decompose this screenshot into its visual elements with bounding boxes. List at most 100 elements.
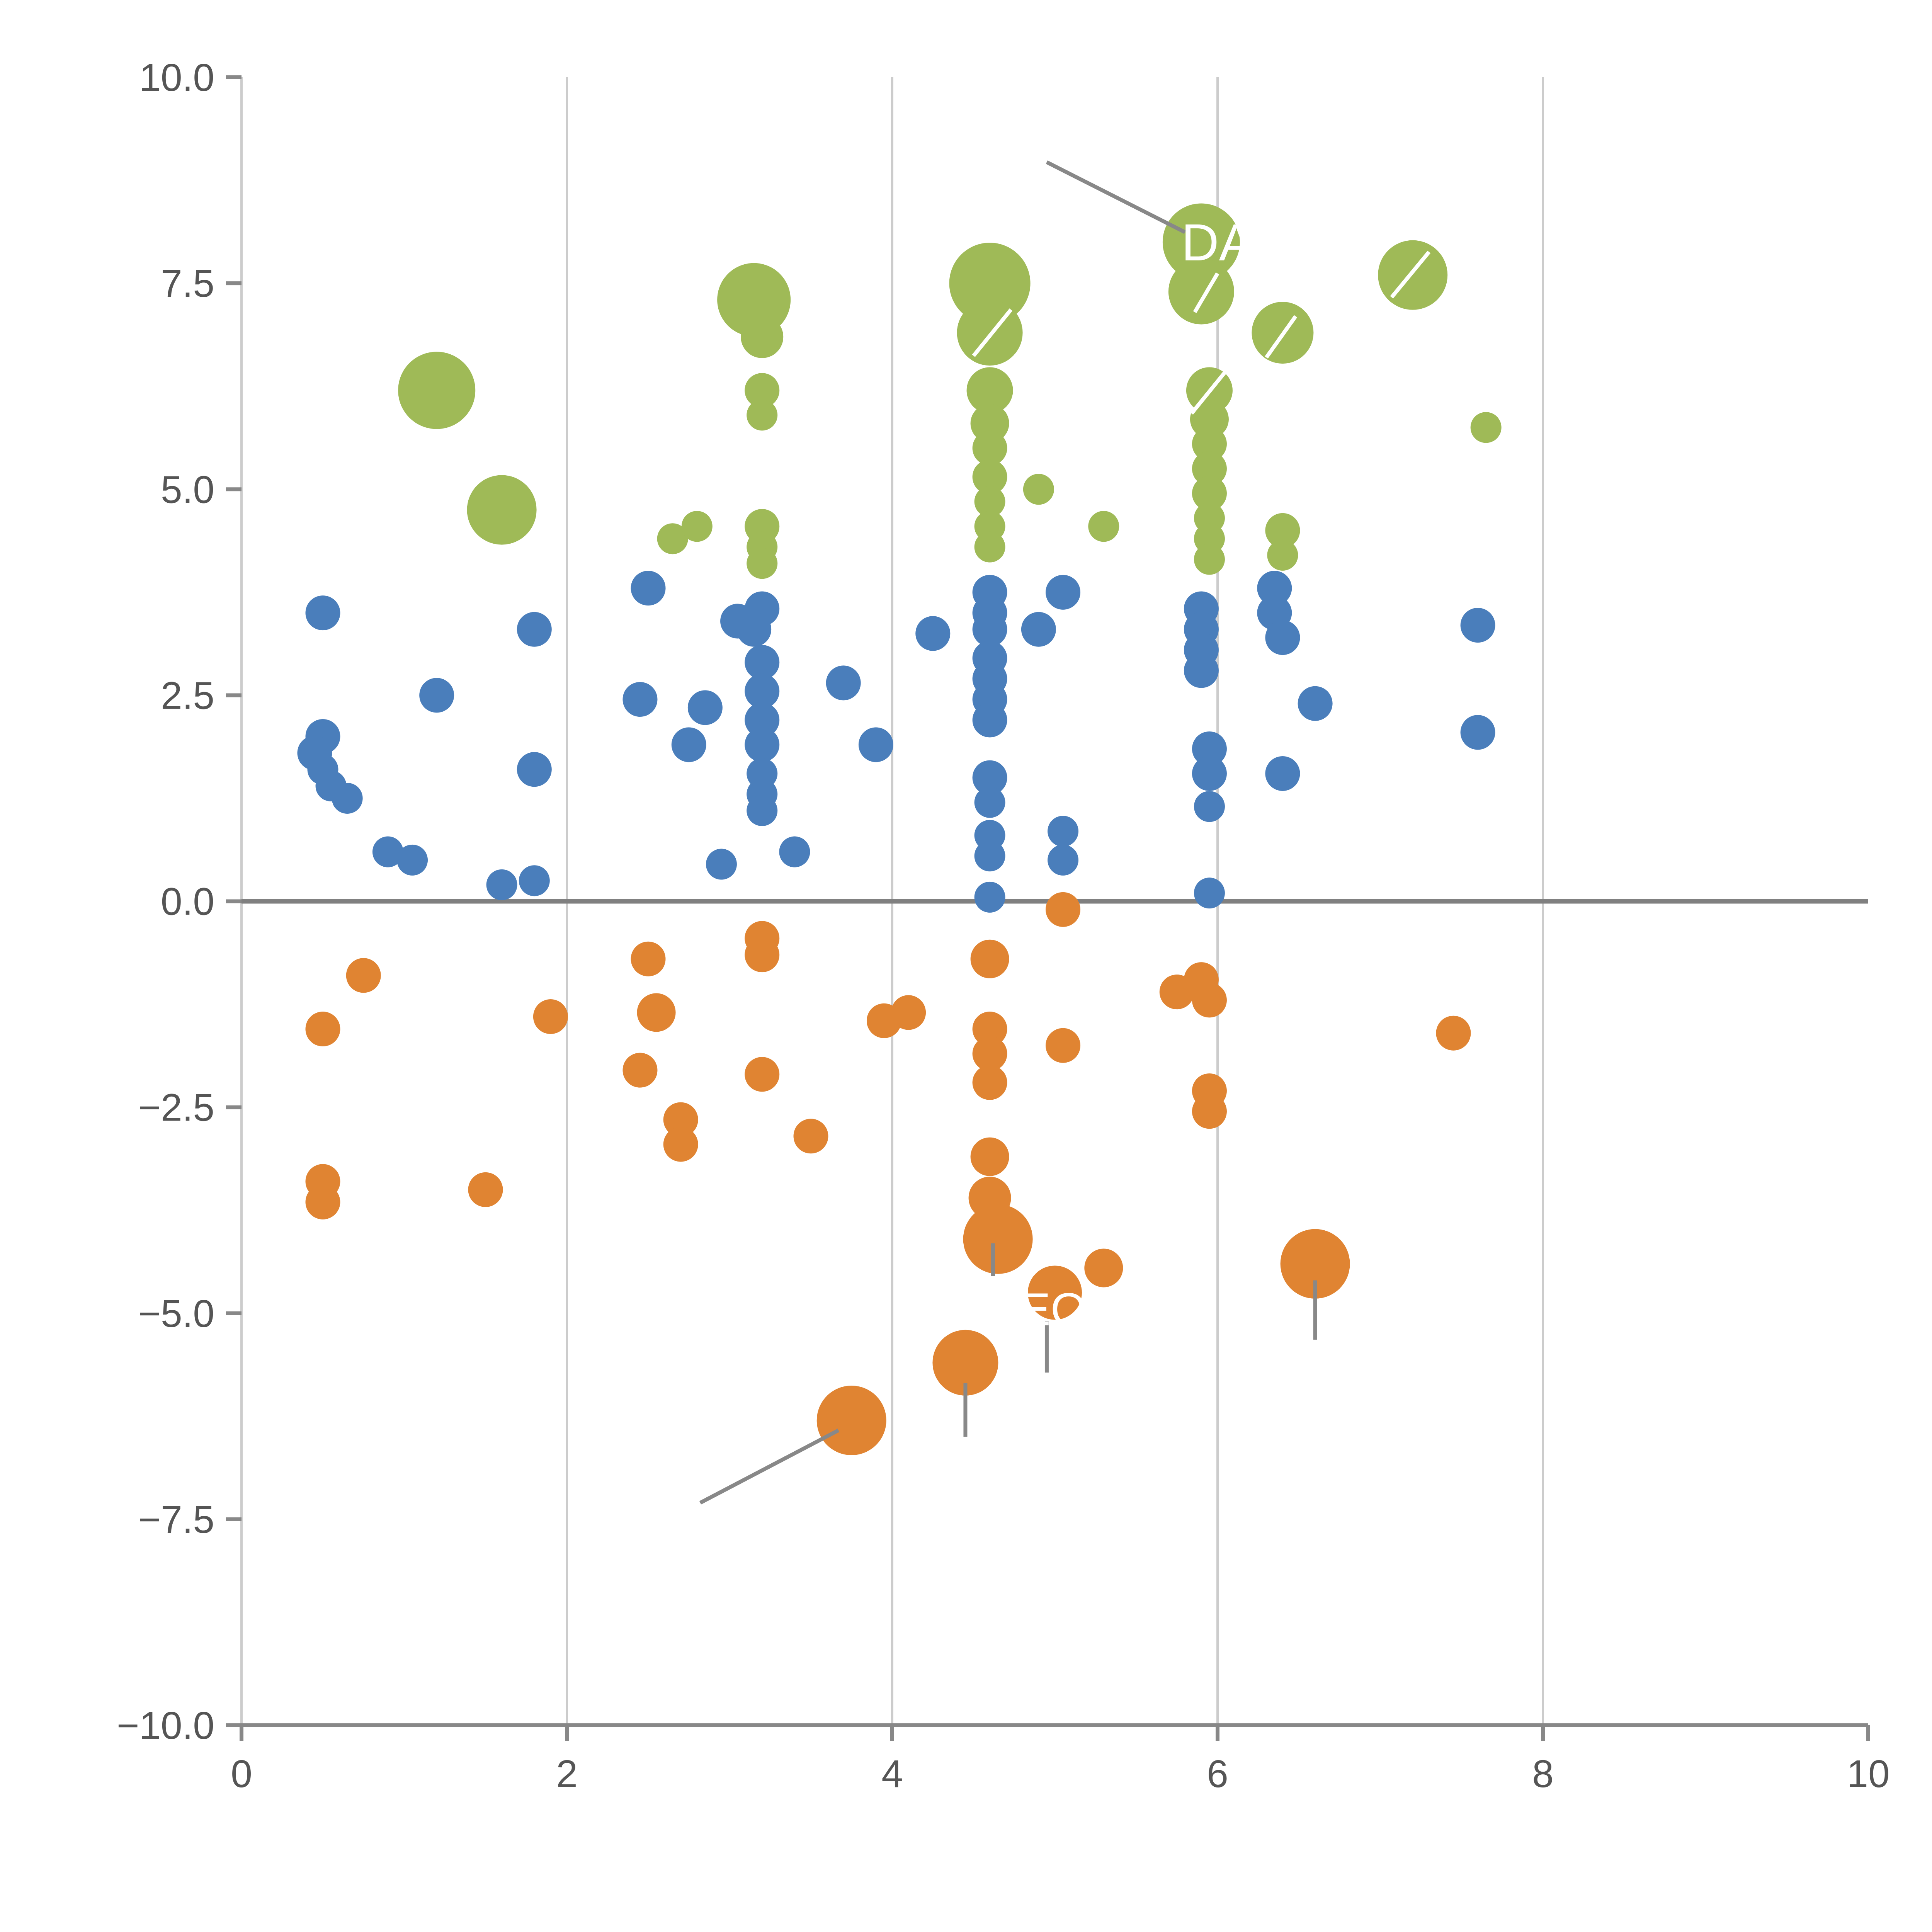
data-point [974, 840, 1005, 872]
data-point [372, 836, 403, 867]
data-point [974, 881, 1005, 913]
data-point [622, 1053, 658, 1088]
annotation-line [1190, 366, 1231, 415]
data-point [1192, 451, 1227, 486]
data-point [745, 1057, 780, 1092]
data-point [631, 941, 666, 976]
data-point [1184, 653, 1219, 688]
data-point [1257, 571, 1292, 606]
data-point [1460, 608, 1495, 643]
data-point [970, 939, 1009, 978]
y-tick-label: 0.0 [161, 880, 214, 923]
data-point [747, 400, 778, 431]
x-axis-ticks: 0 2 4 6 8 10 [231, 1725, 1890, 1796]
annotation-line [699, 1429, 840, 1505]
data-point [915, 616, 951, 651]
data-point [745, 702, 780, 738]
data-point [1048, 844, 1079, 876]
data-point [972, 1036, 1007, 1071]
data-point [717, 263, 791, 337]
x-tick-label: 6 [1207, 1752, 1228, 1796]
data-point [1028, 1265, 1082, 1320]
x-tick-label: 8 [1532, 1752, 1554, 1796]
data-point [1192, 756, 1227, 791]
data-point [891, 995, 926, 1030]
data-point [932, 1330, 998, 1396]
y-tick-label: −7.5 [138, 1498, 214, 1541]
data-point [1436, 1015, 1471, 1051]
data-point [468, 1172, 503, 1207]
data-point [305, 595, 340, 631]
data-point [681, 511, 713, 542]
y-tick-label: −2.5 [138, 1086, 214, 1129]
data-point [970, 1137, 1009, 1176]
y-tick-label: −10.0 [117, 1704, 214, 1747]
data-point [305, 1184, 340, 1219]
data-point [747, 795, 778, 826]
data-point [1046, 1028, 1081, 1063]
annotation-line [1390, 250, 1431, 299]
data-point [963, 1204, 1033, 1274]
series-middle-blue [297, 571, 1495, 913]
data-point [816, 1385, 886, 1455]
data-point [741, 315, 784, 358]
x-tick-label: 0 [231, 1752, 252, 1796]
data-point [747, 548, 778, 579]
data-point [332, 782, 363, 814]
y-tick-label: 5.0 [161, 468, 214, 511]
annotation-line [1193, 272, 1219, 313]
data-point [346, 958, 381, 993]
x-tick-label: 10 [1847, 1752, 1889, 1796]
data-point [517, 612, 552, 647]
annotation-labels: DA IEO [1007, 213, 1254, 1335]
data-point [663, 1102, 698, 1137]
data-point [397, 844, 428, 876]
data-point [1021, 612, 1056, 647]
data-point [706, 849, 737, 880]
annotation-lines [699, 160, 1431, 1505]
data-point [972, 1012, 1007, 1047]
x-tick-label: 2 [556, 1752, 578, 1796]
data-point [745, 645, 780, 680]
y-tick-label: 2.5 [161, 674, 214, 717]
data-point [1280, 1229, 1350, 1299]
y-tick-label: −5.0 [138, 1292, 214, 1335]
data-point [972, 1065, 1007, 1100]
data-point [1088, 511, 1119, 542]
data-point [1267, 539, 1298, 571]
data-point [972, 459, 1007, 495]
data-point [972, 702, 1007, 738]
data-point [687, 690, 723, 725]
series-lower-orange [305, 892, 1471, 1455]
data-point [1194, 544, 1225, 575]
data-point [398, 352, 476, 429]
data-point [1194, 791, 1225, 822]
data-point [736, 612, 772, 647]
data-point [663, 1127, 698, 1162]
data-point [1046, 575, 1081, 610]
annotation-label: IEO [1007, 1284, 1087, 1335]
data-point [974, 787, 1005, 818]
annotation-line [1265, 315, 1298, 359]
data-point [745, 373, 780, 408]
data-point [637, 993, 676, 1032]
y-tick-label: 7.5 [161, 262, 214, 305]
data-point [1192, 731, 1227, 766]
data-point [974, 531, 1005, 563]
data-point [1265, 513, 1300, 548]
annotation-label: DA [1181, 213, 1254, 272]
data-point [519, 865, 550, 896]
data-point [486, 869, 517, 900]
y-tick-label: 10.0 [139, 56, 214, 99]
data-point [949, 243, 1031, 324]
data-point [745, 673, 780, 709]
data-point [972, 760, 1007, 795]
series-upper-green [398, 203, 1502, 579]
data-point [467, 475, 537, 545]
data-point [1084, 1248, 1123, 1287]
data-point [779, 836, 810, 867]
data-point [1194, 878, 1225, 909]
data-point [631, 571, 666, 606]
data-point [1192, 983, 1227, 1018]
